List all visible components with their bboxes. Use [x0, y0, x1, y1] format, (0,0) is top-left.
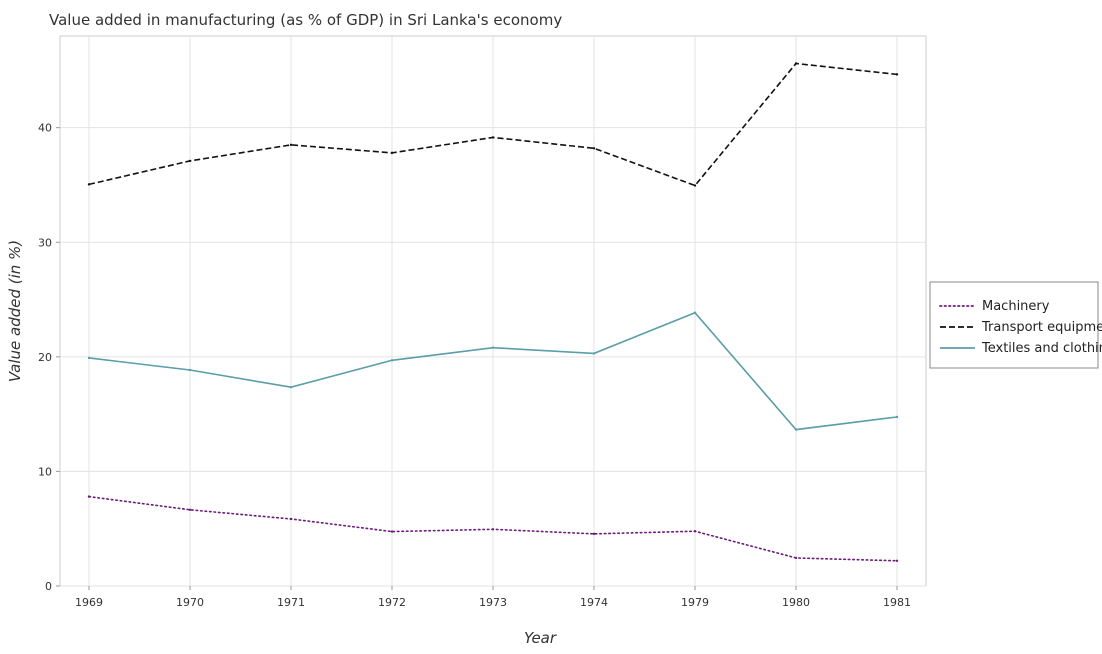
data-point — [289, 517, 293, 521]
legend-box — [929, 281, 1099, 369]
data-point — [693, 311, 697, 314]
data-point — [87, 356, 91, 360]
data-point — [895, 559, 899, 562]
x-tick-label: 1973 — [479, 596, 507, 609]
data-point — [592, 147, 596, 150]
x-tick-label: 1979 — [681, 596, 709, 609]
y-tick-label: 10 — [38, 465, 52, 478]
data-point — [188, 159, 192, 163]
data-point — [491, 136, 495, 139]
data-point — [693, 530, 697, 533]
data-point — [87, 183, 91, 186]
y-tick-label: 30 — [38, 236, 52, 249]
legend: Machinery Transport equipments Textiles an… — [929, 281, 1102, 369]
data-point — [390, 359, 394, 362]
legend-label: Machinery — [982, 299, 1050, 314]
data-point — [390, 530, 394, 533]
data-point — [390, 151, 394, 155]
data-point — [693, 184, 697, 187]
grid-lines — [60, 36, 926, 587]
data-point — [289, 385, 293, 389]
data-point — [794, 556, 798, 560]
data-point — [895, 73, 899, 76]
data-point — [188, 508, 192, 512]
data-point — [289, 143, 293, 147]
chart-title: Value added in manufacturing (as % of GD… — [49, 11, 562, 29]
x-axis-ticks: 1969 1970 1971 1972 1973 1974 1979 1980 1981 — [75, 586, 911, 609]
x-tick-label: 1974 — [580, 596, 608, 609]
y-tick-label: 0 — [45, 580, 52, 593]
x-tick-label: 1970 — [176, 596, 204, 609]
x-tick-label: 1981 — [883, 596, 911, 609]
y-axis-ticks: 0 10 20 30 40 — [38, 122, 60, 593]
x-tick-label: 1969 — [75, 596, 103, 609]
y-tick-label: 40 — [38, 122, 52, 135]
data-point — [592, 352, 596, 355]
legend-label: Textiles and clothing — [981, 341, 1102, 356]
x-axis-label: Year — [524, 629, 557, 647]
y-axis-label: Value added (in %) — [6, 240, 24, 382]
data-point — [592, 532, 596, 536]
data-point — [794, 62, 798, 65]
data-point — [188, 368, 192, 372]
data-point — [794, 428, 798, 431]
x-tick-label: 1972 — [378, 596, 406, 609]
legend-label: Transport equipments — [981, 320, 1102, 335]
x-tick-label: 1971 — [277, 596, 305, 609]
series-lines — [87, 62, 899, 562]
data-point — [491, 528, 495, 531]
data-point — [491, 346, 495, 349]
x-tick-label: 1980 — [782, 596, 810, 609]
data-point — [87, 495, 91, 498]
data-point — [895, 415, 899, 419]
y-tick-label: 20 — [38, 351, 52, 364]
